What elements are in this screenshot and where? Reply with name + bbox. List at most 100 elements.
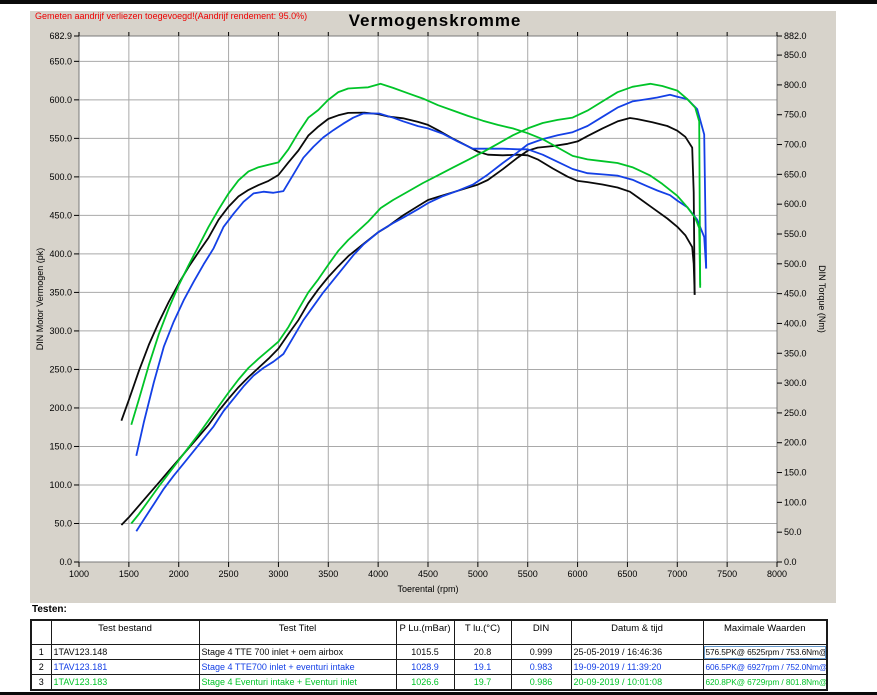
right-tick-label: 400.0	[784, 318, 807, 328]
test-row-3[interactable]: 3 1TAV123.183 Stage 4 Eventuri intake + Ev…	[30, 674, 828, 691]
x-tick-label: 4500	[418, 569, 438, 579]
x-tick-label: 6000	[568, 569, 588, 579]
bottom-border-bar	[0, 692, 877, 695]
top-border-bar	[0, 0, 877, 4]
cell-file[interactable]: 1TAV123.183	[50, 674, 200, 691]
right-tick-label: 850.0	[784, 50, 807, 60]
left-tick-label: 450.0	[49, 210, 72, 220]
table-caption: Testen:	[32, 604, 67, 615]
x-tick-label: 1500	[119, 569, 139, 579]
chart-title: Vermogenskromme	[348, 11, 522, 30]
column-header-Test Titel: Test Titel	[198, 619, 397, 645]
cell-title[interactable]: Stage 4 TTE700 inlet + eventuri intake	[198, 659, 397, 675]
column-header-Maximale Waarden: Maximale Waarden	[702, 619, 828, 645]
column-header-row-number	[30, 619, 52, 645]
left-axis-title: DIN Motor Vermogen (pk)	[35, 247, 45, 351]
right-tick-label: 150.0	[784, 468, 807, 478]
right-tick-label: 550.0	[784, 229, 807, 239]
cell-t_lu[interactable]: 19.7	[453, 674, 512, 691]
cell-datum[interactable]: 25-05-2019 / 16:46:36	[570, 644, 704, 660]
cell-datum[interactable]: 19-09-2019 / 11:39:20	[570, 659, 704, 675]
cell-datum[interactable]: 20-09-2019 / 10:01:08	[570, 674, 704, 691]
cell-title[interactable]: Stage 4 TTE 700 inlet + oem airbox	[198, 644, 397, 660]
cell-p_lu[interactable]: 1026.6	[395, 674, 455, 691]
cell-din[interactable]: 0.986	[510, 674, 572, 691]
x-tick-label: 8000	[767, 569, 787, 579]
right-tick-label: 650.0	[784, 169, 807, 179]
x-tick-label: 6500	[617, 569, 637, 579]
right-tick-label: 200.0	[784, 438, 807, 448]
cell-file[interactable]: 1TAV123.148	[50, 644, 200, 660]
torque-curve-oem-airbox	[120, 111, 696, 422]
torque-curve-eventuri-intake	[135, 112, 708, 456]
right-tick-label: 0.0	[784, 557, 797, 567]
power-curve-eventuri-intake	[135, 93, 708, 532]
cell-t_lu[interactable]: 20.8	[453, 644, 512, 660]
x-tick-label: 7500	[717, 569, 737, 579]
right-tick-label: 50.0	[784, 527, 802, 537]
left-tick-label: 350.0	[49, 287, 72, 297]
x-tick-label: 1000	[69, 569, 89, 579]
cell-num[interactable]: 1	[30, 644, 52, 660]
right-tick-label: 450.0	[784, 289, 807, 299]
left-tick-label: 0.0	[59, 557, 72, 567]
column-header-P Lu.(mBar): P Lu.(mBar)	[395, 619, 455, 645]
cell-p_lu[interactable]: 1028.9	[395, 659, 455, 675]
left-tick-label: 682.9	[49, 31, 72, 41]
x-tick-label: 3500	[318, 569, 338, 579]
left-tick-label: 200.0	[49, 403, 72, 413]
torque-curve-eventuri-full	[130, 82, 702, 426]
left-tick-label: 250.0	[49, 364, 72, 374]
cell-num[interactable]: 3	[30, 674, 52, 691]
right-tick-label: 700.0	[784, 140, 807, 150]
x-tick-label: 5500	[518, 569, 538, 579]
x-tick-label: 7000	[667, 569, 687, 579]
cell-t_lu[interactable]: 19.1	[453, 659, 512, 675]
cell-din[interactable]: 0.999	[510, 644, 572, 660]
x-tick-label: 3000	[268, 569, 288, 579]
left-tick-label: 150.0	[49, 441, 72, 451]
cell-max[interactable]: 576.5PK@ 6525rpm / 753.6Nm@ 3863rpm	[702, 644, 828, 660]
x-tick-label: 5000	[468, 569, 488, 579]
tests-table: Test bestand Test Titel P Lu.(mBar) T lu.(°…	[30, 619, 828, 691]
cell-din[interactable]: 0.983	[510, 659, 572, 675]
column-header-Datum & tijd: Datum & tijd	[570, 619, 704, 645]
cell-max[interactable]: 620.8PK@ 6729rpm / 801.8Nm@ 4025rpm	[702, 674, 828, 691]
right-axis-title: DIN Torque (Nm)	[817, 265, 827, 333]
power-curve-eventuri-full	[130, 82, 702, 525]
drivetrain-loss-note: Gemeten aandrijf verliezen toegevoegd!(A…	[35, 11, 308, 21]
cell-p_lu[interactable]: 1015.5	[395, 644, 455, 660]
right-tick-label: 300.0	[784, 378, 807, 388]
x-tick-label: 2500	[219, 569, 239, 579]
x-axis-title: Toerental (rpm)	[397, 584, 459, 594]
cell-num[interactable]: 2	[30, 659, 52, 675]
left-tick-label: 50.0	[54, 518, 72, 528]
test-row-1[interactable]: 1 1TAV123.148 Stage 4 TTE 700 inlet + oem …	[30, 644, 828, 660]
left-tick-label: 300.0	[49, 326, 72, 336]
test-row-2[interactable]: 2 1TAV123.181 Stage 4 TTE700 inlet + event…	[30, 659, 828, 675]
right-tick-label: 500.0	[784, 259, 807, 269]
cell-title[interactable]: Stage 4 Eventuri intake + Eventuri inlet	[198, 674, 397, 691]
x-tick-label: 4000	[368, 569, 388, 579]
left-tick-label: 500.0	[49, 172, 72, 182]
right-tick-label: 100.0	[784, 497, 807, 507]
right-tick-label: 250.0	[784, 408, 807, 418]
column-header-T lu.(°C): T lu.(°C)	[453, 619, 512, 645]
cell-max[interactable]: 606.5PK@ 6927rpm / 752.0Nm@ 4010rpm	[702, 659, 828, 675]
table-header-row: Test bestand Test Titel P Lu.(mBar) T lu.(°…	[30, 619, 828, 645]
column-header-Test bestand: Test bestand	[50, 619, 200, 645]
column-header-DIN: DIN	[510, 619, 572, 645]
left-tick-label: 600.0	[49, 95, 72, 105]
right-tick-label: 800.0	[784, 80, 807, 90]
left-tick-label: 100.0	[49, 480, 72, 490]
cell-file[interactable]: 1TAV123.181	[50, 659, 200, 675]
left-tick-label: 400.0	[49, 249, 72, 259]
right-tick-label: 882.0	[784, 31, 807, 41]
right-tick-label: 600.0	[784, 199, 807, 209]
x-tick-label: 2000	[169, 569, 189, 579]
right-tick-label: 350.0	[784, 348, 807, 358]
left-tick-label: 650.0	[49, 56, 72, 66]
left-tick-label: 550.0	[49, 133, 72, 143]
